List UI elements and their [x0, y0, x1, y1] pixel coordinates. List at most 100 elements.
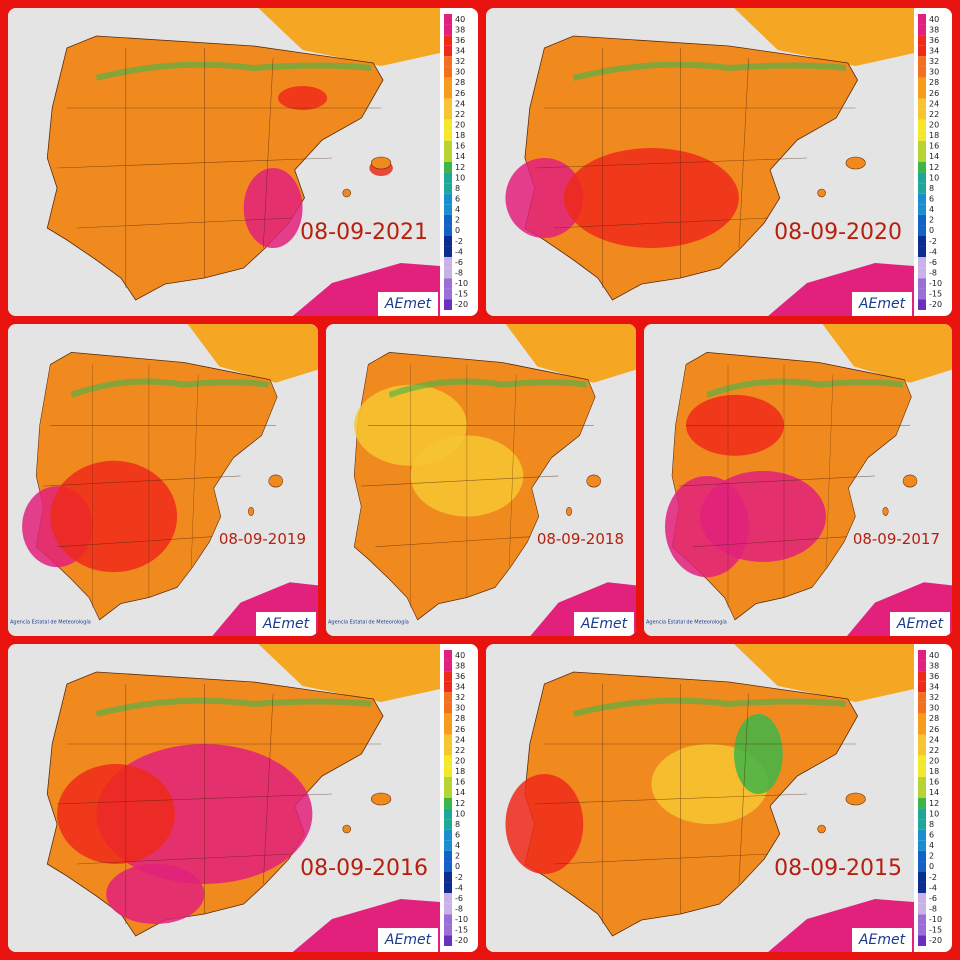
legend-label: -8 — [929, 905, 937, 914]
north-mountains — [706, 378, 904, 398]
legend-swatch — [444, 787, 452, 798]
legend-swatch — [444, 98, 452, 110]
north-mountains — [95, 697, 372, 717]
legend-swatch — [444, 713, 452, 724]
balearic — [342, 188, 351, 198]
north-mountains — [95, 61, 372, 81]
legend-label: 14 — [929, 152, 939, 161]
legend-swatch — [918, 257, 926, 268]
legend-label: 20 — [929, 121, 939, 130]
agency-name: Agencia Estatal de Meteorología — [646, 619, 727, 626]
legend-swatch — [444, 172, 452, 184]
legend-swatch — [918, 204, 926, 215]
legend-label: 12 — [929, 799, 939, 808]
legend-swatch — [444, 924, 452, 936]
legend-label: -10 — [455, 915, 468, 924]
legend-swatch — [918, 151, 926, 162]
legend-label: 38 — [929, 661, 939, 670]
map: 08-09-2020AEmet4038363432302826242220181… — [486, 8, 952, 316]
legend-swatch — [444, 24, 452, 36]
legend-swatch — [918, 872, 926, 883]
legend-label: 16 — [929, 778, 939, 787]
legend-swatch — [444, 66, 452, 78]
legend-label: 20 — [929, 757, 939, 766]
legend-label: -2 — [455, 237, 463, 246]
legend-label: 32 — [929, 57, 939, 66]
legend-label: 38 — [929, 25, 939, 34]
legend-swatch — [918, 183, 926, 194]
legend-swatch — [444, 660, 452, 672]
legend-label: -20 — [455, 300, 468, 309]
legend-label: -10 — [455, 279, 468, 288]
france — [734, 8, 914, 66]
legend-label: 4 — [929, 841, 934, 850]
france — [258, 8, 440, 66]
date-label: 08-09-2021 — [300, 220, 428, 245]
legend-swatch — [918, 819, 926, 830]
map: 08-09-2021AEmet4038363432302826242220181… — [8, 8, 478, 316]
legend-label: 22 — [455, 746, 465, 755]
legend-swatch — [918, 299, 926, 310]
legend-label: -10 — [929, 915, 942, 924]
legend-label: 34 — [929, 47, 939, 56]
legend-label: 22 — [929, 110, 939, 119]
legend-label: 6 — [929, 195, 934, 204]
legend-label: 38 — [455, 661, 465, 670]
map-panel: 08-09-2020 AEmet 40 38 36 34 32 30 28 26 24 22 20 18 1… — [486, 8, 952, 316]
legend-swatch — [918, 924, 926, 936]
heat-zone — [278, 86, 328, 110]
legend-label: 0 — [455, 226, 460, 235]
legend-label: 26 — [929, 725, 939, 734]
legend-swatch — [918, 236, 926, 247]
date-label: 08-09-2019 — [219, 530, 306, 548]
logo: AEmet — [858, 296, 906, 312]
logo: AEmet — [580, 616, 628, 632]
map: 08-09-2019 AEmet Agencia Estatal de Meteor… — [8, 324, 318, 636]
date-label: 08-09-2016 — [300, 856, 428, 881]
agency-name: Agencia Estatal de Meteorología — [10, 619, 91, 626]
legend-label: 14 — [455, 788, 465, 797]
legend-swatch — [444, 236, 452, 247]
legend-swatch — [918, 162, 926, 173]
legend-label: 12 — [455, 163, 465, 172]
legend-label: 22 — [455, 110, 465, 119]
legend-label: -2 — [455, 873, 463, 882]
legend-label: 28 — [455, 714, 465, 723]
legend-swatch — [918, 225, 926, 236]
legend-label: 8 — [455, 184, 460, 193]
legend-swatch — [444, 745, 452, 756]
legend-swatch — [444, 702, 452, 714]
legend-swatch — [444, 819, 452, 830]
logo: AEmet — [262, 616, 310, 632]
legend-swatch — [444, 225, 452, 236]
legend-swatch — [444, 140, 452, 152]
legend-swatch — [444, 288, 452, 300]
heat-zone — [505, 774, 584, 874]
legend-swatch — [444, 14, 452, 25]
legend-swatch — [918, 98, 926, 110]
legend-swatch — [444, 204, 452, 215]
logo-box — [852, 292, 912, 316]
legend-swatch — [918, 24, 926, 36]
legend-label: 24 — [929, 99, 939, 108]
legend-label: 40 — [929, 15, 939, 24]
balearic — [902, 474, 918, 488]
legend-swatch — [918, 56, 926, 67]
heat-zone — [700, 470, 826, 563]
legend-swatch — [444, 893, 452, 904]
legend-swatch — [918, 787, 926, 798]
date-label: 08-09-2015 — [774, 856, 902, 881]
france — [258, 644, 440, 702]
legend-label: 30 — [929, 68, 939, 77]
map-panel: 08-09-2018 AEmet Agencia Estatal de Meteor… — [326, 324, 636, 636]
legend-label: 36 — [929, 672, 939, 681]
legend-swatch — [918, 88, 926, 99]
heat-zone — [50, 460, 178, 573]
legend-label: 26 — [455, 725, 465, 734]
legend-swatch — [918, 734, 926, 746]
legend-swatch — [918, 278, 926, 289]
legend-swatch — [918, 850, 926, 862]
legend-label: -4 — [929, 247, 937, 256]
legend-swatch — [918, 14, 926, 25]
legend-swatch — [918, 267, 926, 279]
